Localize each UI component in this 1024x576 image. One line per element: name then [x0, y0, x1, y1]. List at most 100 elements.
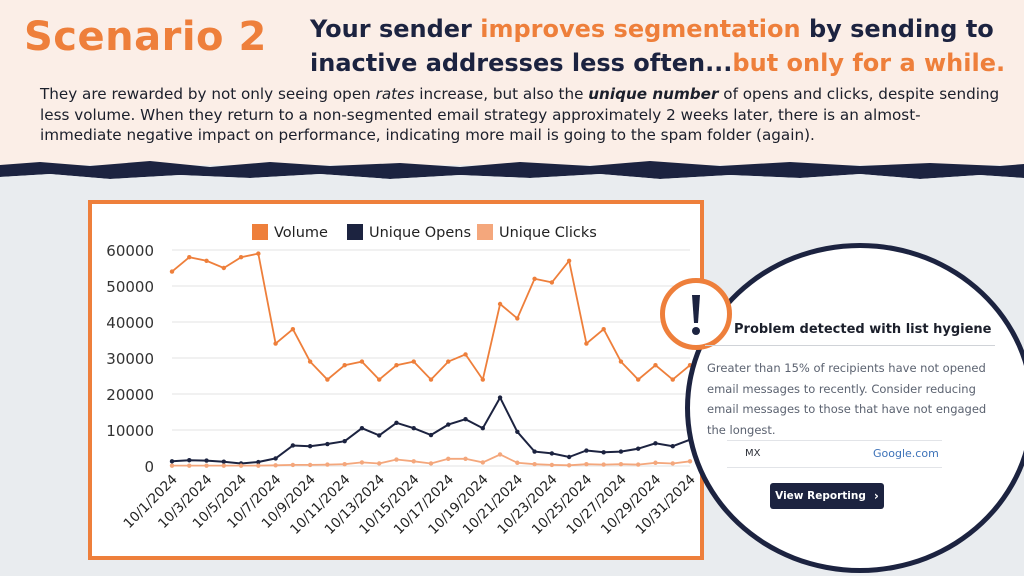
data-point	[532, 276, 537, 281]
data-point	[221, 459, 226, 464]
data-point	[428, 461, 434, 466]
data-point	[670, 377, 675, 382]
data-point	[601, 327, 606, 332]
data-point	[446, 359, 451, 364]
data-point	[238, 463, 244, 468]
data-point	[653, 363, 658, 368]
scenario-title: Scenario 2	[24, 14, 267, 60]
data-point	[428, 432, 434, 438]
data-point	[187, 463, 192, 468]
data-point	[480, 426, 485, 431]
data-point	[515, 460, 520, 465]
data-point	[549, 280, 555, 285]
data-point	[497, 452, 503, 457]
data-point	[618, 449, 624, 454]
data-point	[532, 462, 537, 467]
callout-table-divider-bottom	[727, 467, 942, 468]
data-point	[618, 462, 624, 467]
legend-swatch	[347, 224, 363, 240]
data-point	[653, 460, 658, 465]
data-point	[497, 395, 503, 400]
data-point	[584, 341, 589, 346]
alert-callout	[685, 243, 1024, 573]
data-point	[653, 441, 658, 446]
data-point	[636, 377, 641, 382]
data-point	[273, 341, 278, 346]
data-point	[463, 456, 468, 461]
data-point	[566, 258, 572, 263]
data-point	[204, 258, 209, 263]
data-point	[394, 363, 399, 368]
data-point	[670, 461, 675, 466]
data-point	[325, 462, 330, 467]
data-point	[394, 420, 399, 425]
data-point	[238, 255, 244, 260]
data-point	[377, 377, 382, 382]
data-point	[636, 446, 641, 451]
data-point	[204, 463, 209, 468]
headline: Your sender improves segmentation by sen…	[310, 12, 1010, 80]
headline-part-2: by sending to inactive addresses less of…	[310, 15, 994, 77]
data-point	[515, 429, 520, 434]
data-point	[601, 462, 606, 467]
y-tick-label: 30000	[106, 350, 154, 368]
provider-link[interactable]: Google.com	[873, 447, 939, 460]
body-part-3: of opens and clicks, despite sending les…	[40, 85, 1000, 144]
data-point	[307, 359, 313, 364]
data-point	[273, 463, 278, 468]
body-part-1: They are rewarded by not only seeing ope…	[40, 85, 376, 103]
data-point	[446, 456, 451, 461]
legend-label: Unique Clicks	[499, 225, 597, 241]
data-point	[187, 458, 192, 463]
data-point	[290, 462, 296, 468]
legend-label: Unique Opens	[369, 225, 471, 241]
data-point	[549, 462, 555, 468]
data-point	[221, 265, 226, 271]
data-point	[290, 327, 296, 332]
data-point	[342, 462, 347, 467]
data-point	[480, 377, 485, 382]
data-point	[169, 459, 175, 464]
data-point	[204, 458, 209, 463]
data-point	[359, 460, 365, 465]
data-point	[359, 359, 365, 364]
torn-paper-edge	[0, 161, 1024, 190]
data-point	[394, 457, 399, 462]
legend-label: Volume	[274, 225, 328, 241]
data-point	[290, 443, 296, 448]
mx-label: MX	[745, 448, 761, 459]
chart-frame: 0 10000 20000 30000 40000 50000 60000 10/1/2024…	[88, 200, 704, 560]
data-point	[636, 462, 641, 467]
callout-table-divider	[727, 440, 942, 441]
data-point	[256, 251, 261, 256]
chevron-right-icon: ›	[873, 489, 879, 503]
legend-swatch	[252, 224, 268, 240]
body-paragraph: They are rewarded by not only seeing ope…	[40, 84, 1000, 146]
body-part-2: increase, but also the	[414, 85, 589, 103]
body-italic-rates: rates	[375, 85, 415, 103]
callout-title: Problem detected with list hygiene	[734, 322, 992, 337]
series-line	[171, 252, 691, 382]
data-point	[377, 461, 382, 466]
data-point	[618, 359, 624, 364]
series-line	[171, 395, 691, 465]
callout-divider	[705, 345, 995, 346]
data-point	[359, 426, 365, 431]
data-point	[566, 454, 572, 460]
view-reporting-button[interactable]: View Reporting ›	[770, 483, 884, 509]
data-point	[169, 269, 175, 274]
data-point	[169, 463, 175, 468]
view-reporting-label: View Reporting	[775, 490, 866, 502]
data-point	[428, 377, 434, 382]
data-point	[256, 463, 261, 468]
data-point	[256, 459, 261, 465]
headline-part-1: Your sender	[310, 15, 481, 43]
header-panel	[0, 0, 1024, 165]
data-point	[566, 463, 572, 468]
data-point	[307, 462, 313, 468]
headline-highlight-1: improves segmentation	[480, 15, 801, 43]
data-point	[687, 459, 693, 464]
data-point	[411, 426, 416, 431]
line-chart: 010000200003000040000500006000010/1/2024…	[106, 224, 699, 538]
data-point	[549, 451, 555, 456]
